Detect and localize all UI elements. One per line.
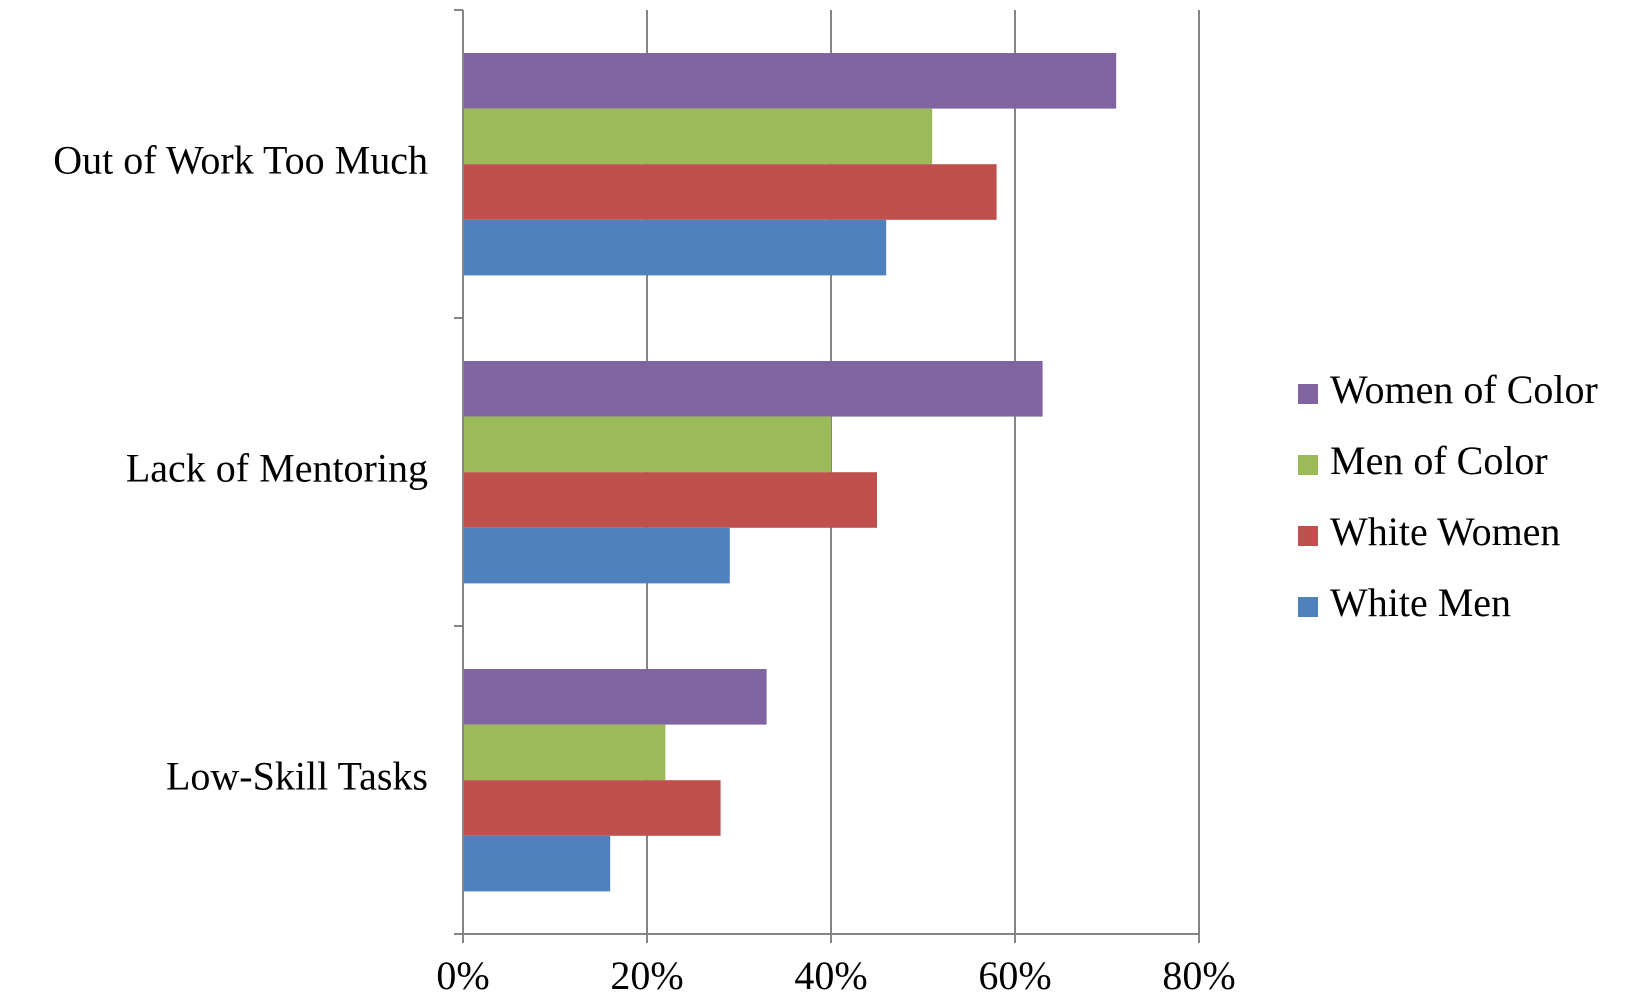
bar-women-of-color xyxy=(463,669,767,725)
bars xyxy=(463,53,1117,892)
bar-white-men xyxy=(463,219,887,276)
legend-swatch xyxy=(1298,384,1318,404)
bar-white-men xyxy=(463,835,611,892)
bar-men-of-color xyxy=(463,416,831,473)
legend-swatch xyxy=(1298,526,1318,546)
x-tick-label: 0% xyxy=(436,953,489,998)
legend-label: White Men xyxy=(1330,580,1511,625)
x-tick-label: 60% xyxy=(978,953,1051,998)
axes xyxy=(454,9,1200,943)
legend-label: Men of Color xyxy=(1330,438,1548,483)
category-label: Out of Work Too Much xyxy=(53,137,428,182)
bar-white-women xyxy=(463,164,997,220)
bar-white-women xyxy=(463,472,877,528)
bar-white-women xyxy=(463,780,721,836)
category-label: Lack of Mentoring xyxy=(126,445,428,490)
x-tick-label: 40% xyxy=(794,953,867,998)
category-label: Low-Skill Tasks xyxy=(166,753,428,798)
legend-swatch xyxy=(1298,597,1318,617)
legend-swatch xyxy=(1298,455,1318,475)
bar-women-of-color xyxy=(463,361,1043,417)
bar-women-of-color xyxy=(463,53,1117,109)
legend-label: White Women xyxy=(1330,509,1560,554)
bar-men-of-color xyxy=(463,724,666,781)
x-tick-label: 20% xyxy=(610,953,683,998)
legend-label: Women of Color xyxy=(1330,367,1598,412)
bar-white-men xyxy=(463,527,730,584)
bar-men-of-color xyxy=(463,108,933,165)
legend: Women of Color Men of Color White Women Whi… xyxy=(1298,367,1598,625)
x-tick-label: 80% xyxy=(1162,953,1235,998)
axis-labels: 0% 20% 40% 60% 80% Out of Work Too Much Lack o… xyxy=(53,137,1235,998)
